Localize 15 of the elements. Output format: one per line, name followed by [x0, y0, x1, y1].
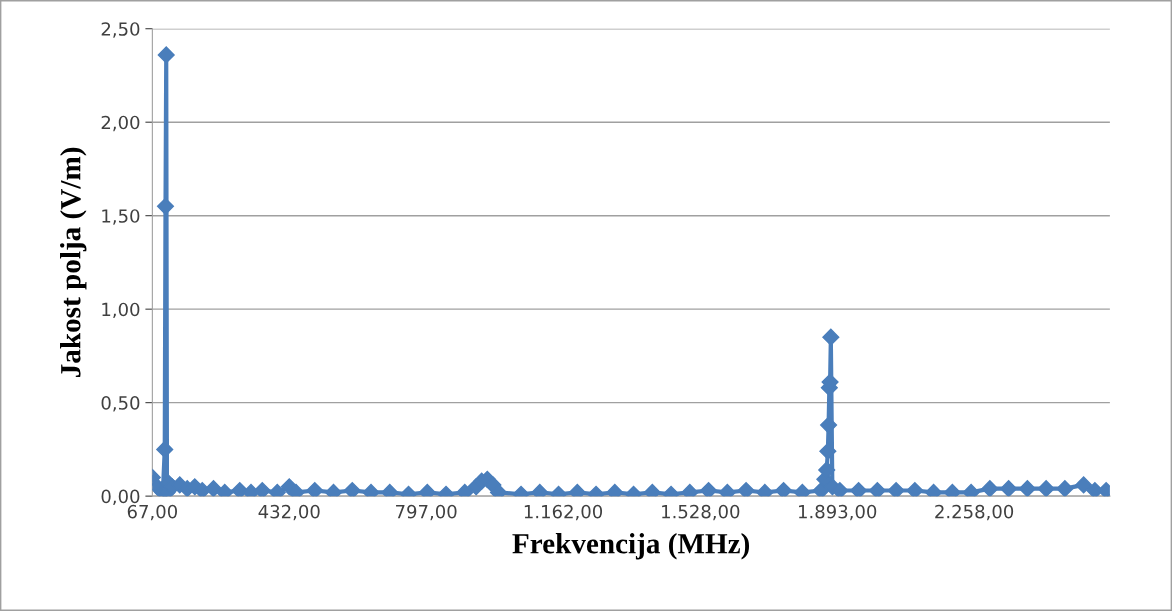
y-tick-label: 1,00: [102, 302, 140, 319]
x-axis-title: Frekvencija (MHz): [512, 533, 750, 560]
y-tick-label: 2,00: [101, 115, 140, 132]
y-tick-label: 1,50: [102, 209, 140, 225]
y-axis-title: Jakost polja (V/m): [60, 147, 87, 377]
x-tick-label: 67,00: [127, 504, 178, 521]
x-tick-label: 797,00: [396, 504, 457, 521]
x-tick-label: 1.162,00: [524, 504, 603, 521]
x-tick-label: 1.528,00: [662, 504, 740, 521]
x-tick-label: 1.893,00: [799, 504, 877, 521]
y-tick-label: 0,50: [101, 396, 140, 412]
x-tick-label: 2.258,00: [935, 504, 1014, 521]
x-tick-label: 432,00: [258, 504, 320, 521]
y-tick-label: 2,50: [101, 22, 140, 38]
y-tick-label: 0,00: [101, 489, 140, 506]
